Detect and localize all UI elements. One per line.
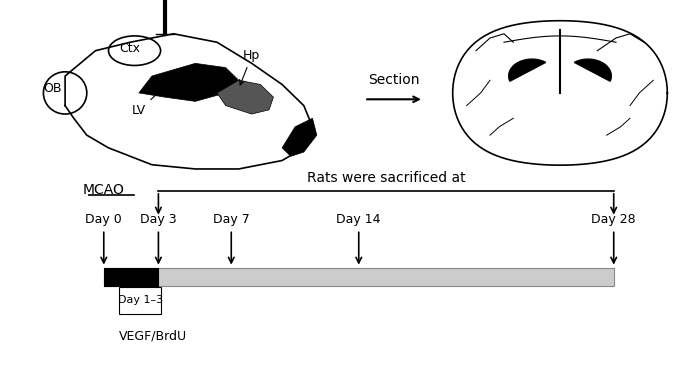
Text: Day 14: Day 14 <box>337 214 381 227</box>
Polygon shape <box>282 118 317 156</box>
Polygon shape <box>217 80 274 114</box>
Text: Day 7: Day 7 <box>213 214 250 227</box>
Text: Ctx: Ctx <box>120 42 141 55</box>
Text: Rats were sacrificed at: Rats were sacrificed at <box>307 171 466 185</box>
Polygon shape <box>509 59 546 81</box>
Polygon shape <box>139 63 239 101</box>
Text: Day 28: Day 28 <box>592 214 636 227</box>
Text: LV: LV <box>132 89 162 117</box>
Bar <box>104 268 614 286</box>
Text: Hp: Hp <box>239 49 260 85</box>
Text: Day 1–3: Day 1–3 <box>118 295 163 305</box>
Text: Day 0: Day 0 <box>85 214 122 227</box>
Bar <box>104 268 158 286</box>
Text: MCAO: MCAO <box>83 183 125 197</box>
Polygon shape <box>574 59 611 81</box>
Text: Day 3: Day 3 <box>140 214 176 227</box>
Text: Section: Section <box>368 73 420 88</box>
Text: VEGF/BrdU: VEGF/BrdU <box>119 330 188 343</box>
Text: OB: OB <box>43 82 62 95</box>
FancyBboxPatch shape <box>119 287 161 314</box>
